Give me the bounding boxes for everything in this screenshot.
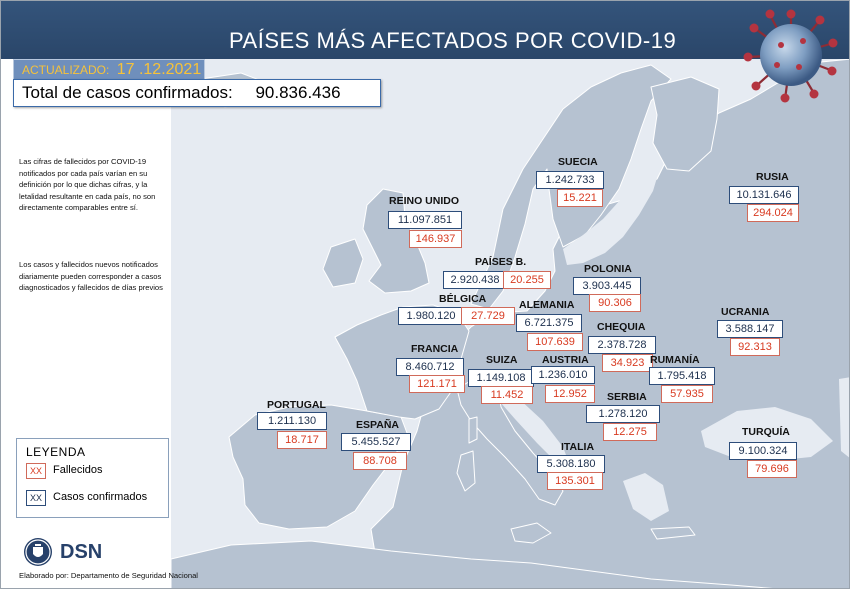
- updated-date-box: ACTUALIZADO: 17 .12.2021: [13, 59, 205, 81]
- dsn-shield-icon: [24, 538, 52, 566]
- deaths-suiza: 11.452: [481, 386, 533, 404]
- deaths-alemania: 107.639: [527, 333, 583, 351]
- cases-francia: 8.460.712: [396, 358, 464, 376]
- country-name-austria: AUSTRIA: [542, 354, 589, 366]
- total-cases-value: 90.836.436: [255, 83, 341, 102]
- coronavirus-icon: [743, 9, 838, 103]
- deaths-portugal: 18.717: [277, 431, 327, 449]
- deaths-italia: 135.301: [547, 472, 603, 490]
- land-mass-ireland: [322, 238, 364, 288]
- cases-paises-bajos: 2.920.438: [443, 271, 507, 289]
- cases-portugal: 1.211.130: [257, 412, 327, 430]
- cases-chequia: 2.378.728: [588, 336, 656, 354]
- country-name-portugal: PORTUGAL: [267, 399, 326, 411]
- aegean-sea: [623, 473, 669, 521]
- land-mass-great-britain: [362, 188, 430, 294]
- country-name-belgica: BÉLGICA: [439, 293, 487, 305]
- total-cases-label: Total de casos confirmados:: [22, 83, 233, 102]
- deaths-suecia: 15.221: [557, 189, 603, 207]
- total-cases-box: Total de casos confirmados: 90.836.436: [13, 79, 381, 107]
- deaths-polonia: 90.306: [589, 294, 641, 312]
- country-name-rusia: RUSIA: [756, 171, 789, 183]
- cases-espana: 5.455.527: [341, 433, 411, 451]
- country-name-rumania: RUMANÍA: [650, 354, 700, 366]
- land-mass-sicily: [510, 522, 552, 544]
- country-name-ucrania: UCRANIA: [721, 306, 770, 318]
- country-name-suiza: SUIZA: [486, 354, 518, 366]
- legend-deaths-label: Fallecidos: [53, 464, 103, 476]
- page-title: PAÍSES MÁS AFECTADOS POR COVID-19: [229, 28, 677, 53]
- deaths-rusia: 294.024: [747, 204, 799, 222]
- adriatic-sea: [501, 389, 569, 465]
- country-name-reino-unido: REINO UNIDO: [389, 195, 460, 207]
- legend-deaths-swatch: XX: [26, 463, 46, 479]
- cases-belgica: 1.980.120: [398, 307, 464, 325]
- cases-ucrania: 3.588.147: [717, 320, 783, 338]
- updated-date: 17 .12.2021: [116, 61, 202, 78]
- land-mass-corsica: [468, 416, 478, 444]
- cases-suecia: 1.242.733: [536, 171, 604, 189]
- deaths-espana: 88.708: [353, 452, 407, 470]
- dsn-logo-text: DSN: [60, 541, 103, 563]
- cases-austria: 1.236.010: [531, 366, 595, 384]
- deaths-austria: 12.952: [545, 385, 595, 403]
- country-name-suecia: SUECIA: [558, 156, 598, 168]
- legend-cases-swatch: XX: [26, 490, 46, 506]
- country-name-chequia: CHEQUIA: [597, 321, 646, 333]
- country-name-alemania: ALEMANIA: [519, 299, 575, 311]
- note-death-definition: Las cifras de fallecidos por COVID-19 no…: [19, 157, 156, 213]
- dsn-logo: DSN: [19, 538, 219, 568]
- baltic-sea: [563, 171, 659, 265]
- land-mass-crete: [650, 526, 696, 540]
- note-daily-reports: Los casos y fallecidos nuevos notificado…: [19, 260, 163, 293]
- cases-rusia: 10.131.646: [729, 186, 799, 204]
- cases-serbia: 1.278.120: [586, 405, 660, 423]
- land-mass-sardinia: [456, 450, 476, 492]
- credit-line: Elaborado por: Departamento de Seguridad…: [19, 571, 198, 580]
- deaths-belgica: 27.729: [461, 307, 515, 325]
- country-name-paises-bajos: PAÍSES B.: [475, 256, 527, 268]
- cases-italia: 5.308.180: [537, 455, 605, 473]
- header-bar: PAÍSES MÁS AFECTADOS POR COVID-19: [1, 1, 849, 59]
- caspian-sea: [839, 377, 849, 458]
- deaths-rumania: 57.935: [661, 385, 713, 403]
- legend-title: LEYENDA: [26, 445, 86, 459]
- cases-rumania: 1.795.418: [649, 367, 715, 385]
- cases-reino-unido: 11.097.851: [388, 211, 462, 229]
- country-name-francia: FRANCIA: [411, 343, 459, 355]
- deaths-turquia: 79.696: [747, 460, 797, 478]
- country-name-serbia: SERBIA: [607, 391, 647, 403]
- cases-suiza: 1.149.108: [468, 369, 534, 387]
- country-name-polonia: POLONIA: [584, 263, 632, 275]
- deaths-francia: 121.171: [409, 375, 465, 393]
- deaths-reino-unido: 146.937: [409, 230, 462, 248]
- cases-alemania: 6.721.375: [516, 314, 582, 332]
- deaths-chequia: 34.923: [602, 354, 653, 372]
- legend: LEYENDA XX Fallecidos XX Casos confirmad…: [16, 438, 169, 518]
- deaths-paises-bajos: 20.255: [503, 271, 551, 289]
- country-name-turquia: TURQUÍA: [742, 426, 790, 438]
- cases-turquia: 9.100.324: [729, 442, 797, 460]
- land-mass-north-africa: [171, 540, 774, 588]
- country-name-italia: ITALIA: [561, 441, 595, 453]
- country-name-espana: ESPAÑA: [356, 419, 399, 431]
- cases-polonia: 3.903.445: [573, 277, 641, 295]
- deaths-serbia: 12.275: [603, 423, 657, 441]
- updated-label: ACTUALIZADO:: [22, 63, 110, 77]
- land-mass-finland: [650, 76, 720, 172]
- legend-cases-label: Casos confirmados: [53, 491, 148, 503]
- deaths-ucrania: 92.313: [730, 338, 780, 356]
